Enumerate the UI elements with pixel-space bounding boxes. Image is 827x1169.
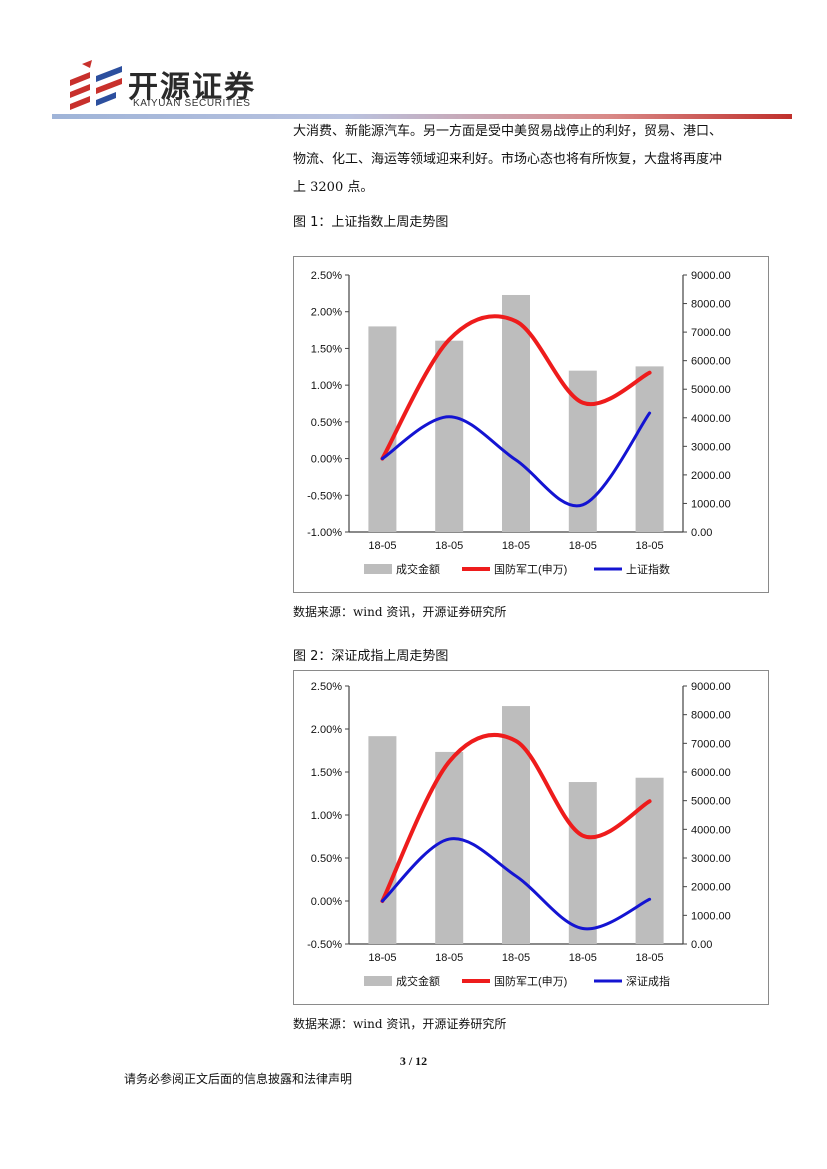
page-number: 3 / 12	[399, 1054, 428, 1068]
legal-disclaimer: 请务必参阅正文后面的信息披露和法律声明	[124, 1072, 353, 1086]
left-tick-label: 2.00%	[311, 724, 342, 736]
legend-label: 深证成指	[626, 974, 670, 988]
volume-bar	[502, 706, 530, 944]
legend-label: 上证指数	[626, 562, 670, 576]
figure-1-title: 图 1：上证指数上周走势图	[293, 215, 449, 230]
right-tick-label: 3000.00	[691, 441, 731, 453]
left-tick-label: 1.50%	[311, 767, 342, 779]
right-tick-label: 4000.00	[691, 413, 731, 425]
category-label: 18-05	[569, 952, 597, 964]
left-tick-label: 1.00%	[311, 810, 342, 822]
right-tick-label: 6000.00	[691, 356, 731, 368]
right-tick-label: 1000.00	[691, 498, 731, 510]
defense-line	[380, 314, 652, 461]
right-tick-label: 5000.00	[691, 796, 731, 808]
kaiyuan-logo-icon	[70, 60, 122, 110]
right-tick-label: 7000.00	[691, 327, 731, 339]
right-tick-label: 1000.00	[691, 910, 731, 922]
category-label: 18-05	[569, 540, 597, 552]
category-label: 18-05	[368, 540, 396, 552]
logo-chinese-text: 开源证券	[128, 70, 256, 105]
defense-line	[380, 733, 652, 903]
volume-bar	[502, 294, 530, 532]
left-tick-label: -0.50%	[307, 490, 342, 502]
volume-bar	[435, 751, 464, 944]
right-tick-label: 0.00	[691, 939, 712, 951]
page-header: 开源证券 KAIYUAN SECURITIES	[0, 0, 827, 125]
left-tick-label: 2.50%	[311, 681, 342, 693]
figure-1-chart: -1.00% -0.50% 0.00% 0.50% 1.00% 1.50% 2.00% 2.5…	[293, 256, 769, 593]
volume-bar	[635, 366, 664, 532]
volume-bar	[568, 782, 597, 944]
logo-english-text: KAIYUAN SECURITIES	[133, 98, 251, 109]
legend-swatch-bar	[364, 976, 392, 986]
left-tick-label: 0.00%	[311, 454, 342, 466]
left-tick-label: 0.00%	[311, 896, 342, 908]
paragraph-line: 物流、化工、海运等领域迎来利好。市场心态也将有所恢复，大盘将再度冲	[293, 152, 723, 167]
index-line	[380, 837, 652, 931]
paragraph-line: 大消费、新能源汽车。另一方面是受中美贸易战停止的利好，贸易、港口、	[293, 124, 723, 139]
header-divider	[52, 114, 792, 119]
index-line	[380, 411, 652, 508]
category-label: 18-05	[636, 540, 664, 552]
volume-bar	[368, 736, 397, 944]
right-tick-label: 0.00	[691, 527, 712, 539]
figure-1-source: 数据来源：wind 资讯，开源证券研究所	[293, 605, 507, 619]
figure-2-source: 数据来源：wind 资讯，开源证券研究所	[293, 1017, 507, 1031]
chart-svg: -1.00% -0.50% 0.00% 0.50% 1.00% 1.50% 2.00% 2.5…	[307, 270, 731, 576]
legend-swatch-bar	[364, 564, 392, 574]
body-paragraph: 大消费、新能源汽车。另一方面是受中美贸易战停止的利好，贸易、港口、 物流、化工、…	[293, 118, 773, 202]
right-tick-label: 7000.00	[691, 738, 731, 750]
legend-label: 国防军工(申万)	[494, 562, 567, 576]
right-tick-label: 9000.00	[691, 270, 731, 282]
right-tick-label: 8000.00	[691, 710, 731, 722]
left-tick-label: 2.00%	[311, 307, 342, 319]
right-tick-label: 8000.00	[691, 299, 731, 311]
right-tick-label: 2000.00	[691, 882, 731, 894]
volume-bar	[435, 340, 464, 532]
legend-label: 成交金额	[396, 562, 440, 576]
right-tick-label: 9000.00	[691, 681, 731, 693]
right-tick-label: 6000.00	[691, 767, 731, 779]
left-tick-label: 1.50%	[311, 343, 342, 355]
category-label: 18-05	[502, 540, 530, 552]
right-tick-label: 5000.00	[691, 384, 731, 396]
right-tick-label: 2000.00	[691, 470, 731, 482]
left-tick-label: 1.00%	[311, 380, 342, 392]
left-tick-label: -0.50%	[307, 939, 342, 951]
category-label: 18-05	[435, 952, 463, 964]
category-label: 18-05	[368, 952, 396, 964]
category-label: 18-05	[502, 952, 530, 964]
figure-2-chart: -0.50% 0.00% 0.50% 1.00% 1.50% 2.00% 2.50% 0.00…	[293, 670, 769, 1005]
category-label: 18-05	[435, 540, 463, 552]
category-label: 18-05	[636, 952, 664, 964]
right-tick-label: 4000.00	[691, 824, 731, 836]
left-tick-label: 0.50%	[311, 853, 342, 865]
figure-2-title: 图 2：深证成指上周走势图	[293, 649, 449, 664]
volume-bar	[368, 326, 397, 532]
left-tick-label: -1.00%	[307, 527, 342, 539]
paragraph-line: 上 3200 点。	[293, 180, 374, 195]
left-tick-label: 2.50%	[311, 270, 342, 282]
right-tick-label: 3000.00	[691, 853, 731, 865]
legend-label: 国防军工(申万)	[494, 974, 567, 988]
legend-label: 成交金额	[396, 974, 440, 988]
volume-bar	[635, 777, 664, 944]
left-tick-label: 0.50%	[311, 417, 342, 429]
chart-svg: -0.50% 0.00% 0.50% 1.00% 1.50% 2.00% 2.50% 0.00…	[307, 681, 731, 988]
